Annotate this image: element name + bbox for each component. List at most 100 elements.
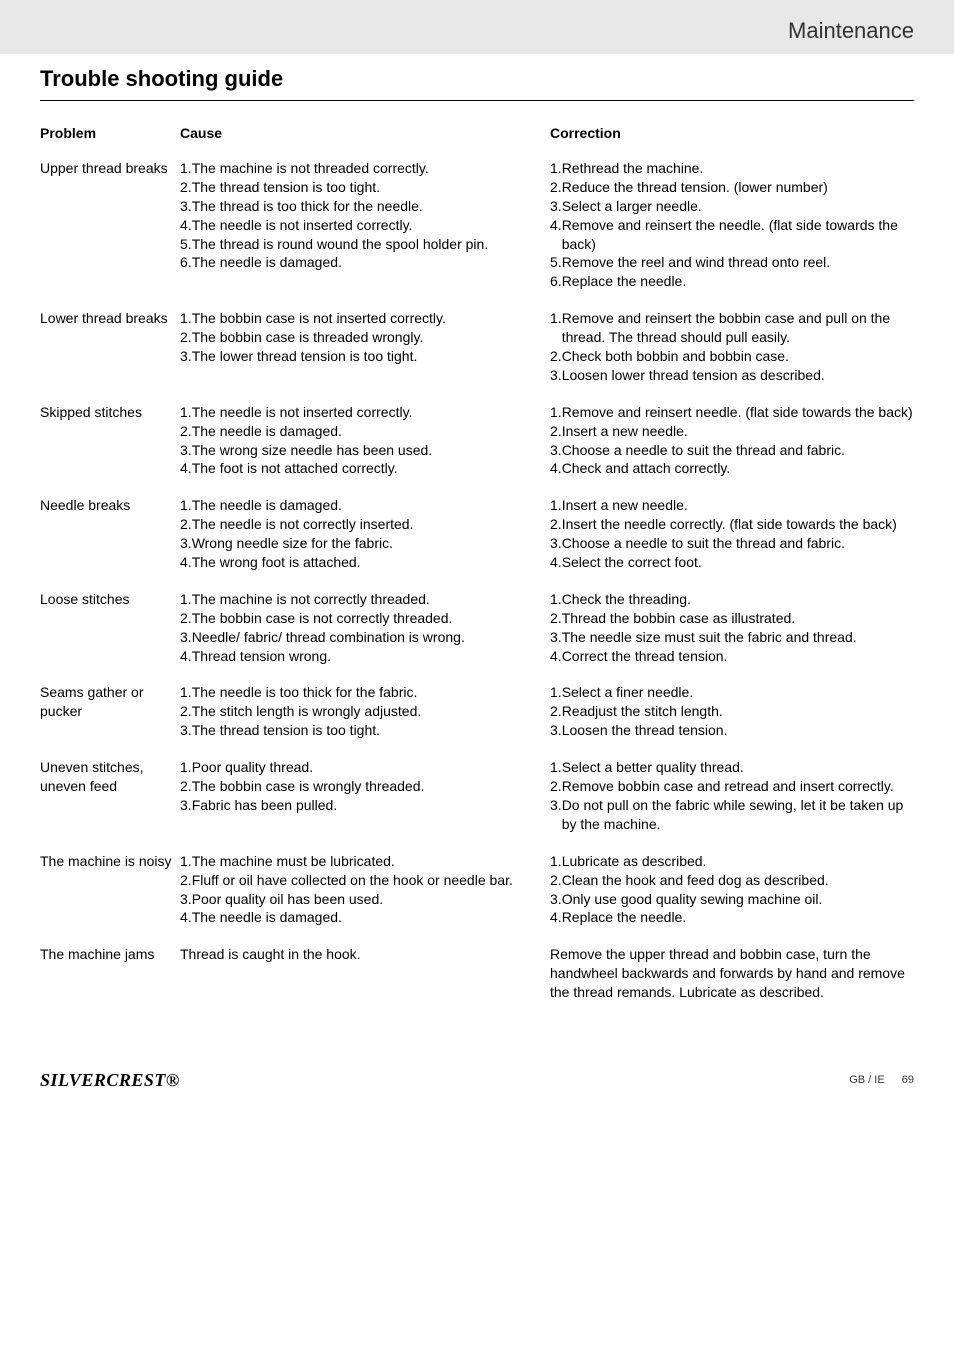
item-number: 1. — [550, 403, 562, 422]
item-text: Replace the needle. — [562, 908, 914, 927]
cell-cause: 1. The needle is not inserted correctly.… — [180, 403, 550, 479]
list-item: 1. Insert a new needle. — [550, 496, 914, 515]
list-item: 1. The machine must be lubricated. — [180, 852, 540, 871]
item-number: 2. — [180, 422, 192, 441]
cell-correction: 1. Remove and reinsert needle. (flat sid… — [550, 403, 914, 479]
list-item: 4. Replace the needle. — [550, 908, 914, 927]
cell-problem: The machine is noisy — [40, 852, 180, 928]
list-item: 1. The bobbin case is not inserted corre… — [180, 309, 540, 328]
list-item: 2. Insert a new needle. — [550, 422, 914, 441]
cell-cause: 1. The machine is not correctly threaded… — [180, 590, 550, 666]
item-number: 2. — [180, 871, 192, 890]
logo-part2: CREST — [106, 1070, 166, 1090]
table-row: The machine jamsThread is caught in the … — [40, 945, 914, 1002]
item-number: 2. — [180, 609, 192, 628]
item-text: Remove the reel and wind thread onto ree… — [562, 253, 914, 272]
item-text: The needle is not correctly inserted. — [192, 515, 540, 534]
list-item: 3. The thread tension is too tight. — [180, 721, 540, 740]
list-item: 3. Choose a needle to suit the thread an… — [550, 441, 914, 460]
item-text: Loosen lower thread tension as described… — [562, 366, 914, 385]
item-text: Insert a new needle. — [562, 422, 914, 441]
item-text: The needle is not inserted correctly. — [192, 403, 540, 422]
item-number: 3. — [550, 796, 562, 834]
list-item: 3. Choose a needle to suit the thread an… — [550, 534, 914, 553]
item-text: The foot is not attached correctly. — [192, 459, 540, 478]
item-text: The needle is damaged. — [192, 496, 540, 515]
cell-correction: 1. Remove and reinsert the bobbin case a… — [550, 309, 914, 385]
item-text: The thread is round wound the spool hold… — [192, 235, 540, 254]
cell-problem: Upper thread breaks — [40, 159, 180, 291]
list-item: 3. Fabric has been pulled. — [180, 796, 540, 815]
table-row: The machine is noisy1. The machine must … — [40, 852, 914, 928]
item-number: 3. — [550, 441, 562, 460]
item-number: 1. — [180, 852, 192, 871]
list-item: 4. Select the correct foot. — [550, 553, 914, 572]
item-number: 3. — [180, 628, 192, 647]
item-number: 1. — [180, 159, 192, 178]
list-item: 2. Readjust the stitch length. — [550, 702, 914, 721]
logo-symbol: ® — [166, 1070, 180, 1090]
item-number: 5. — [180, 235, 192, 254]
item-number: 1. — [180, 758, 192, 777]
region-label: GB / IE — [849, 1074, 884, 1086]
item-text: The stitch length is wrongly adjusted. — [192, 702, 540, 721]
item-text: The thread tension is too tight. — [192, 178, 540, 197]
list-item: 5. Remove the reel and wind thread onto … — [550, 253, 914, 272]
item-text: The wrong foot is attached. — [192, 553, 540, 572]
item-text: Remove and reinsert needle. (flat side t… — [562, 403, 914, 422]
list-item: 3. Poor quality oil has been used. — [180, 890, 540, 909]
item-text: Readjust the stitch length. — [562, 702, 914, 721]
item-number: 4. — [180, 216, 192, 235]
item-number: 1. — [550, 590, 562, 609]
cell-cause: 1. The needle is too thick for the fabri… — [180, 683, 550, 740]
item-text: The needle size must suit the fabric and… — [562, 628, 914, 647]
cell-correction: 1. Check the threading.2. Thread the bob… — [550, 590, 914, 666]
cell-correction: 1. Rethread the machine.2. Reduce the th… — [550, 159, 914, 291]
item-text: Rethread the machine. — [562, 159, 914, 178]
item-text: Needle/ fabric/ thread combination is wr… — [192, 628, 540, 647]
item-text: Loosen the thread tension. — [562, 721, 914, 740]
table-row: Seams gather or pucker1. The needle is t… — [40, 683, 914, 740]
list-item: 4. The wrong foot is attached. — [180, 553, 540, 572]
list-item: 3. The lower thread tension is too tight… — [180, 347, 540, 366]
list-item: 4. Correct the thread tension. — [550, 647, 914, 666]
item-text: Thread tension wrong. — [192, 647, 540, 666]
list-item: 1. Lubricate as described. — [550, 852, 914, 871]
header-problem: Problem — [40, 125, 180, 141]
item-text: The lower thread tension is too tight. — [192, 347, 540, 366]
item-text: The machine is not correctly threaded. — [192, 590, 540, 609]
item-text: The bobbin case is threaded wrongly. — [192, 328, 540, 347]
cell-problem: The machine jams — [40, 945, 180, 1002]
item-text: Check the threading. — [562, 590, 914, 609]
item-text: Fabric has been pulled. — [192, 796, 540, 815]
item-number: 2. — [550, 777, 562, 796]
list-item: 1. Rethread the machine. — [550, 159, 914, 178]
item-text: Remove the upper thread and bobbin case,… — [550, 945, 914, 1002]
item-text: Reduce the thread tension. (lower number… — [562, 178, 914, 197]
page-number: 69 — [902, 1074, 914, 1086]
item-number: 4. — [180, 459, 192, 478]
item-number: 1. — [180, 309, 192, 328]
cell-correction: 1. Insert a new needle.2. Insert the nee… — [550, 496, 914, 572]
item-number: 1. — [550, 758, 562, 777]
item-number: 4. — [180, 553, 192, 572]
list-item: 6. The needle is damaged. — [180, 253, 540, 272]
list-item: 1. Remove and reinsert the bobbin case a… — [550, 309, 914, 347]
item-number: 2. — [550, 422, 562, 441]
list-item: 1. The machine is not threaded correctly… — [180, 159, 540, 178]
item-text: The wrong size needle has been used. — [192, 441, 540, 460]
item-number: 1. — [550, 683, 562, 702]
item-number: 6. — [180, 253, 192, 272]
item-number: 4. — [180, 908, 192, 927]
item-text: Correct the thread tension. — [562, 647, 914, 666]
item-text: The thread tension is too tight. — [192, 721, 540, 740]
list-item: 2. The bobbin case is wrongly threaded. — [180, 777, 540, 796]
list-item: 2. Thread the bobbin case as illustrated… — [550, 609, 914, 628]
cell-correction: 1. Select a better quality thread.2. Rem… — [550, 758, 914, 834]
list-item: 2. The stitch length is wrongly adjusted… — [180, 702, 540, 721]
list-item: 2. Reduce the thread tension. (lower num… — [550, 178, 914, 197]
item-text: Lubricate as described. — [562, 852, 914, 871]
item-text: The bobbin case is not inserted correctl… — [192, 309, 540, 328]
list-item: 2. The needle is damaged. — [180, 422, 540, 441]
item-number: 2. — [180, 777, 192, 796]
